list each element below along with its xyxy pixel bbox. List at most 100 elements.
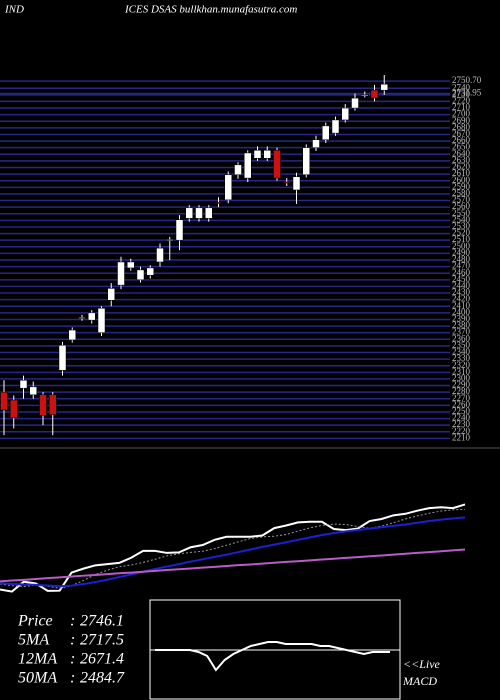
macd-live: <<Live <box>403 657 441 671</box>
legend-separator: : <box>70 670 75 687</box>
y-tick-label: 2300 <box>452 373 471 383</box>
y-tick-label: 2610 <box>452 168 471 178</box>
y-tick-label: 2650 <box>452 142 471 152</box>
candle-body <box>49 394 57 415</box>
y-tick-label: 2290 <box>452 380 471 390</box>
y-tick-label: 2260 <box>452 399 471 409</box>
candle-body <box>29 386 37 396</box>
y-tick-label: 2390 <box>452 314 471 324</box>
candle-body <box>234 164 242 176</box>
y-tick-label: 2450 <box>452 274 471 284</box>
y-tick-label: 2370 <box>452 327 471 337</box>
candle-body <box>156 247 164 263</box>
y-tick-label: 2630 <box>452 155 471 165</box>
candle-body <box>68 329 76 341</box>
candle-body <box>107 288 115 301</box>
candle-body <box>19 380 28 389</box>
y-tick-label: 2340 <box>452 347 471 357</box>
candle-body <box>312 139 320 148</box>
y-tick-label: 2380 <box>452 320 471 330</box>
y-tick-label: 2700 <box>452 109 471 119</box>
legend-value: 2717.5 <box>80 632 124 649</box>
y-tick-label: 2710 <box>452 102 471 112</box>
y-tick-label: 2560 <box>452 201 471 211</box>
y-tick-label: 2240 <box>452 413 471 423</box>
ma-line <box>0 508 466 589</box>
legend-name: Price <box>17 613 53 630</box>
y-tick-label: 2430 <box>452 287 471 297</box>
y-tick-label: 2720 <box>452 95 471 105</box>
y-tick-label: 2640 <box>452 148 471 158</box>
chart-title: ICES DSAS bullkhan.munafasutra.com <box>124 4 297 16</box>
y-tick-label: 2670 <box>452 129 471 139</box>
y-tick-label: 2360 <box>452 333 471 343</box>
y-tick-label: 2310 <box>452 366 471 376</box>
y-tick-label: 2550 <box>452 208 471 218</box>
y-tick-label: 2350 <box>452 340 471 350</box>
y-tick-label: 2680 <box>452 122 471 132</box>
y-tick-label: 2330 <box>452 353 471 363</box>
candle-body <box>351 97 359 109</box>
candle-body <box>88 312 96 321</box>
y-tick-label: 2600 <box>452 175 471 185</box>
candle-body <box>58 344 67 371</box>
legend-name: 50MA <box>18 670 57 687</box>
y-tick-label: 2750.70 <box>452 75 482 85</box>
legend-separator: : <box>70 613 75 630</box>
candle-body <box>175 219 184 241</box>
candle-body <box>244 152 252 179</box>
y-tick-label: 2510 <box>452 234 471 244</box>
candle-body <box>341 107 349 121</box>
y-tick-label: 2230 <box>452 419 471 429</box>
candle-body <box>205 207 213 219</box>
legend-value: 2484.7 <box>80 670 125 687</box>
legend-value: 2746.1 <box>80 613 124 630</box>
y-tick-label: 2270 <box>452 393 471 403</box>
y-tick-label: 2660 <box>452 135 471 145</box>
y-tick-label: 2731.95 <box>452 88 482 98</box>
y-tick-label: 2570 <box>452 195 471 205</box>
y-tick-label: 2210 <box>452 432 471 442</box>
y-tick-label: 2490 <box>452 247 471 257</box>
candle-body <box>97 307 106 333</box>
candle-body <box>78 317 86 319</box>
candle-body <box>253 150 262 159</box>
candle-body <box>380 83 388 91</box>
candle-body <box>185 207 193 219</box>
candle-body <box>283 181 291 184</box>
title-left: IND <box>4 4 24 16</box>
legend-name: 12MA <box>18 651 57 668</box>
y-tick-label: 2470 <box>452 261 471 271</box>
ma-line <box>0 503 466 593</box>
y-tick-label: 2690 <box>452 115 471 125</box>
y-tick-label: 2620 <box>452 162 471 172</box>
candle-body <box>166 239 174 241</box>
candle-body <box>146 267 154 276</box>
candle-body <box>292 176 301 191</box>
candle-body <box>195 207 203 219</box>
candle-body <box>117 261 125 286</box>
candle-body <box>370 89 379 99</box>
y-tick-label: 2460 <box>452 267 471 277</box>
candle-body <box>322 125 330 140</box>
y-tick-label: 2500 <box>452 241 471 251</box>
candle-body <box>136 269 145 281</box>
y-tick-label: 2740 <box>452 82 471 92</box>
candle-body <box>214 202 223 204</box>
ma-line <box>0 516 466 588</box>
candle-body <box>127 261 135 269</box>
y-tick-label: 2420 <box>452 294 471 304</box>
macd-line <box>155 641 390 672</box>
y-tick-label: 2730 <box>452 89 471 99</box>
candle-body <box>361 94 369 97</box>
candle-body <box>224 174 232 201</box>
y-tick-label: 2440 <box>452 280 471 290</box>
y-tick-label: 2590 <box>452 181 471 191</box>
candle-body <box>273 150 281 179</box>
y-tick-label: 2400 <box>452 307 471 317</box>
candle-body <box>302 147 310 176</box>
legend-value: 2671.4 <box>80 651 124 668</box>
y-tick-label: 2250 <box>452 406 471 416</box>
